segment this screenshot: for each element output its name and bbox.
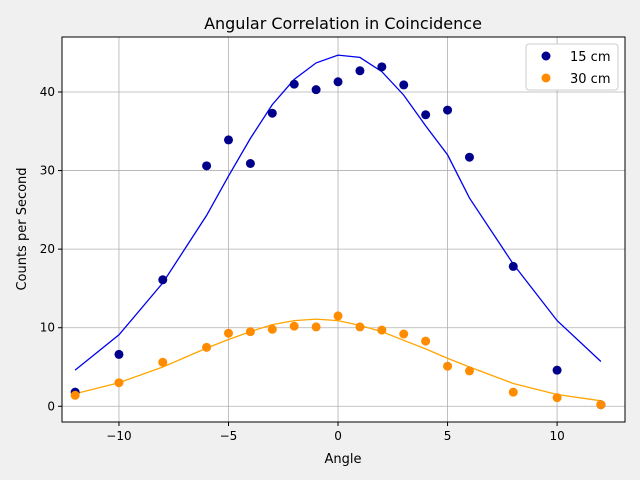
data-point [552,365,562,375]
x-axis-ticks: −10 −5 0 5 10 [106,422,565,443]
x-tick-label: −10 [106,429,131,443]
x-axis-label: Angle [325,452,362,467]
data-points [70,62,606,410]
y-tick-label: 30 [40,164,55,178]
x-tick-label: 5 [444,429,452,443]
data-point [333,311,343,321]
legend-label-30cm: 30 cm [570,72,611,87]
plot-frame [61,36,626,423]
data-point [377,325,387,335]
data-point [333,77,343,87]
data-point [464,152,474,162]
data-point [311,322,321,332]
data-point [158,357,168,367]
data-point [355,322,365,332]
data-point [377,62,387,72]
data-point [464,366,474,376]
data-point [355,66,365,76]
data-point [114,378,124,388]
data-point [289,79,299,89]
y-tick-label: 40 [40,85,55,99]
data-point [508,261,518,271]
chart-title: Angular Correlation in Coincidence [204,14,482,33]
data-point [114,349,124,359]
data-point [202,161,212,171]
data-point [421,110,431,120]
data-point [596,400,606,410]
legend-marker-15cm [541,51,551,61]
data-point [508,387,518,397]
data-point [289,321,299,331]
data-point [443,361,453,371]
data-point [158,275,168,285]
data-point [267,324,277,334]
plot-area [62,37,625,422]
data-point [399,80,409,90]
data-point [245,159,255,168]
data-point [202,342,212,352]
y-tick-label: 0 [47,399,55,413]
y-axis-ticks: 0 10 20 30 40 [40,85,62,413]
y-tick-label: 20 [40,242,55,256]
data-point [223,135,233,145]
x-tick-label: −5 [220,429,238,443]
legend-label-15cm: 15 cm [570,50,611,65]
data-point [443,105,453,115]
y-axis-label: Counts per Second [15,167,30,290]
legend: 15 cm 30 cm [525,43,619,91]
x-tick-label: 0 [334,429,342,443]
fit-curve-0 [74,54,602,371]
data-point [311,85,321,95]
grid [62,37,625,422]
legend-marker-30cm [541,73,551,83]
data-point [267,108,277,118]
data-point [421,336,431,346]
data-point [70,390,80,400]
data-point [245,327,255,337]
data-point [223,328,233,338]
x-tick-label: 10 [549,429,564,443]
y-tick-label: 10 [40,321,55,335]
data-point [399,329,409,339]
data-point [552,393,562,403]
